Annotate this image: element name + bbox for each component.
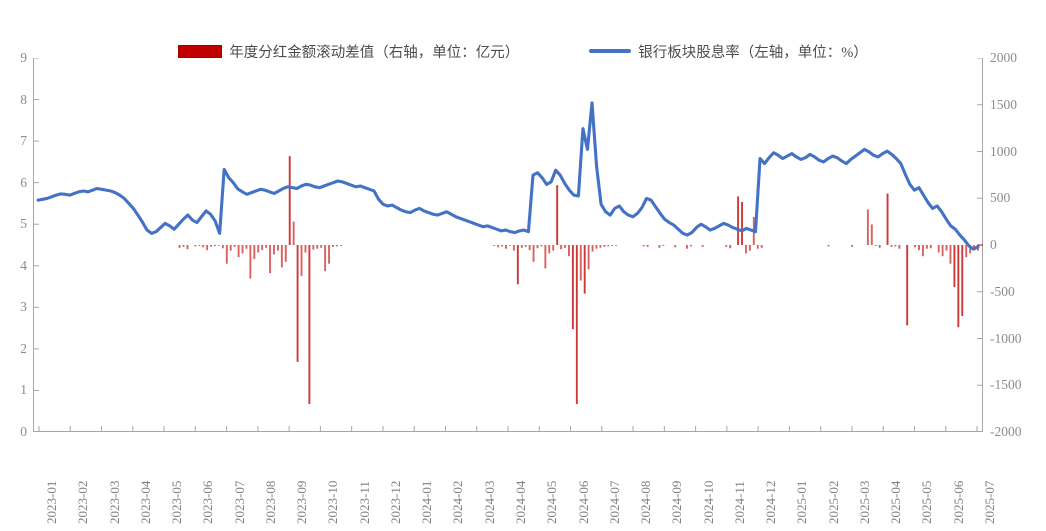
x-axis-tick: 2024-02 (450, 480, 466, 524)
x-axis-tick: 2023-08 (262, 480, 278, 524)
x-axis-tick: 2024-05 (544, 480, 560, 524)
y-axis-left-tick: 6 (20, 174, 27, 190)
x-axis-tick: 2025-06 (950, 480, 966, 524)
y-axis-right-tick: 1000 (990, 143, 1017, 159)
x-axis-tick: 2025-02 (825, 480, 841, 524)
y-axis-left: 0 1 2 3 4 5 6 7 8 9 (0, 50, 27, 439)
y-axis-left-tick: 3 (20, 299, 27, 315)
x-axis-ticks (38, 426, 978, 432)
y-axis-right-tick: 2000 (990, 50, 1017, 65)
x-axis-tick: 2023-05 (169, 480, 185, 524)
x-axis-tick: 2023-11 (356, 481, 372, 524)
y-axis-left-tick: 0 (20, 424, 27, 439)
x-axis-tick: 2023-06 (200, 480, 216, 524)
y-axis-left-tick: 9 (20, 50, 27, 65)
y-axis-right-tick: -2000 (990, 424, 1022, 439)
bar-swatch-icon (178, 44, 223, 58)
x-axis-tick: 2024-09 (669, 480, 685, 524)
x-axis-tick: 2025-04 (888, 480, 904, 524)
x-axis-tick: 2023-02 (75, 480, 91, 524)
y-axis-left-ticks (33, 58, 39, 432)
y-axis-left-tick: 4 (20, 257, 27, 273)
plot-svg (33, 58, 983, 432)
x-axis-tick: 2025-07 (982, 480, 997, 524)
y-axis-left-tick: 2 (20, 340, 27, 356)
x-axis-tick: 2024-01 (419, 480, 435, 524)
x-axis-tick: 2024-10 (700, 480, 716, 524)
y-axis-right-tick: -500 (990, 283, 1015, 299)
line-series-bank-dividend-yield (36, 101, 980, 251)
x-axis-tick: 2024-04 (513, 480, 528, 524)
x-axis-tick: 2024-11 (731, 481, 747, 524)
x-axis-tick: 2023-12 (387, 480, 403, 524)
y-axis-right-tick: -1000 (990, 330, 1022, 346)
x-axis-tick: 2023-09 (294, 480, 310, 524)
y-axis-right-tick: 1500 (990, 96, 1017, 112)
plot-area (33, 58, 983, 432)
y-axis-left-tick: 8 (20, 91, 27, 107)
bar-series-dividend-rolling-diff (178, 156, 979, 404)
x-axis-tick: 2023-10 (325, 480, 341, 524)
line-swatch-icon (589, 49, 632, 53)
y-axis-right-tick: 500 (990, 190, 1011, 206)
y-axis-right: 2000 1500 1000 500 0 -500 -1000 -1500 -2000 (990, 50, 1046, 439)
y-axis-right-tick: -1500 (990, 377, 1022, 393)
x-axis-labels: 2023-01 2023-02 2023-03 2023-04 2023-05 2023-… (33, 436, 997, 531)
x-axis-tick: 2025-03 (856, 480, 872, 524)
y-axis-right-tick: 0 (990, 237, 997, 252)
x-axis-tick: 2024-06 (575, 480, 591, 524)
x-axis-tick: 2025-01 (794, 480, 810, 524)
axis-frame (33, 58, 983, 432)
y-axis-left-tick: 7 (20, 133, 27, 149)
y-axis-left-tick: 1 (20, 382, 27, 398)
x-axis-tick: 2023-03 (106, 480, 122, 524)
x-axis-tick: 2023-01 (44, 480, 59, 524)
x-axis-tick: 2024-12 (763, 480, 779, 524)
x-axis-tick: 2023-07 (231, 480, 247, 524)
x-axis-tick: 2024-08 (638, 480, 654, 524)
y-axis-left-tick: 5 (20, 216, 27, 232)
x-axis-tick: 2023-04 (137, 480, 153, 524)
y-axis-right-ticks (977, 58, 983, 432)
x-axis-tick: 2024-07 (606, 480, 622, 524)
x-axis-tick: 2024-03 (481, 480, 497, 524)
x-axis-tick: 2025-05 (919, 480, 935, 524)
